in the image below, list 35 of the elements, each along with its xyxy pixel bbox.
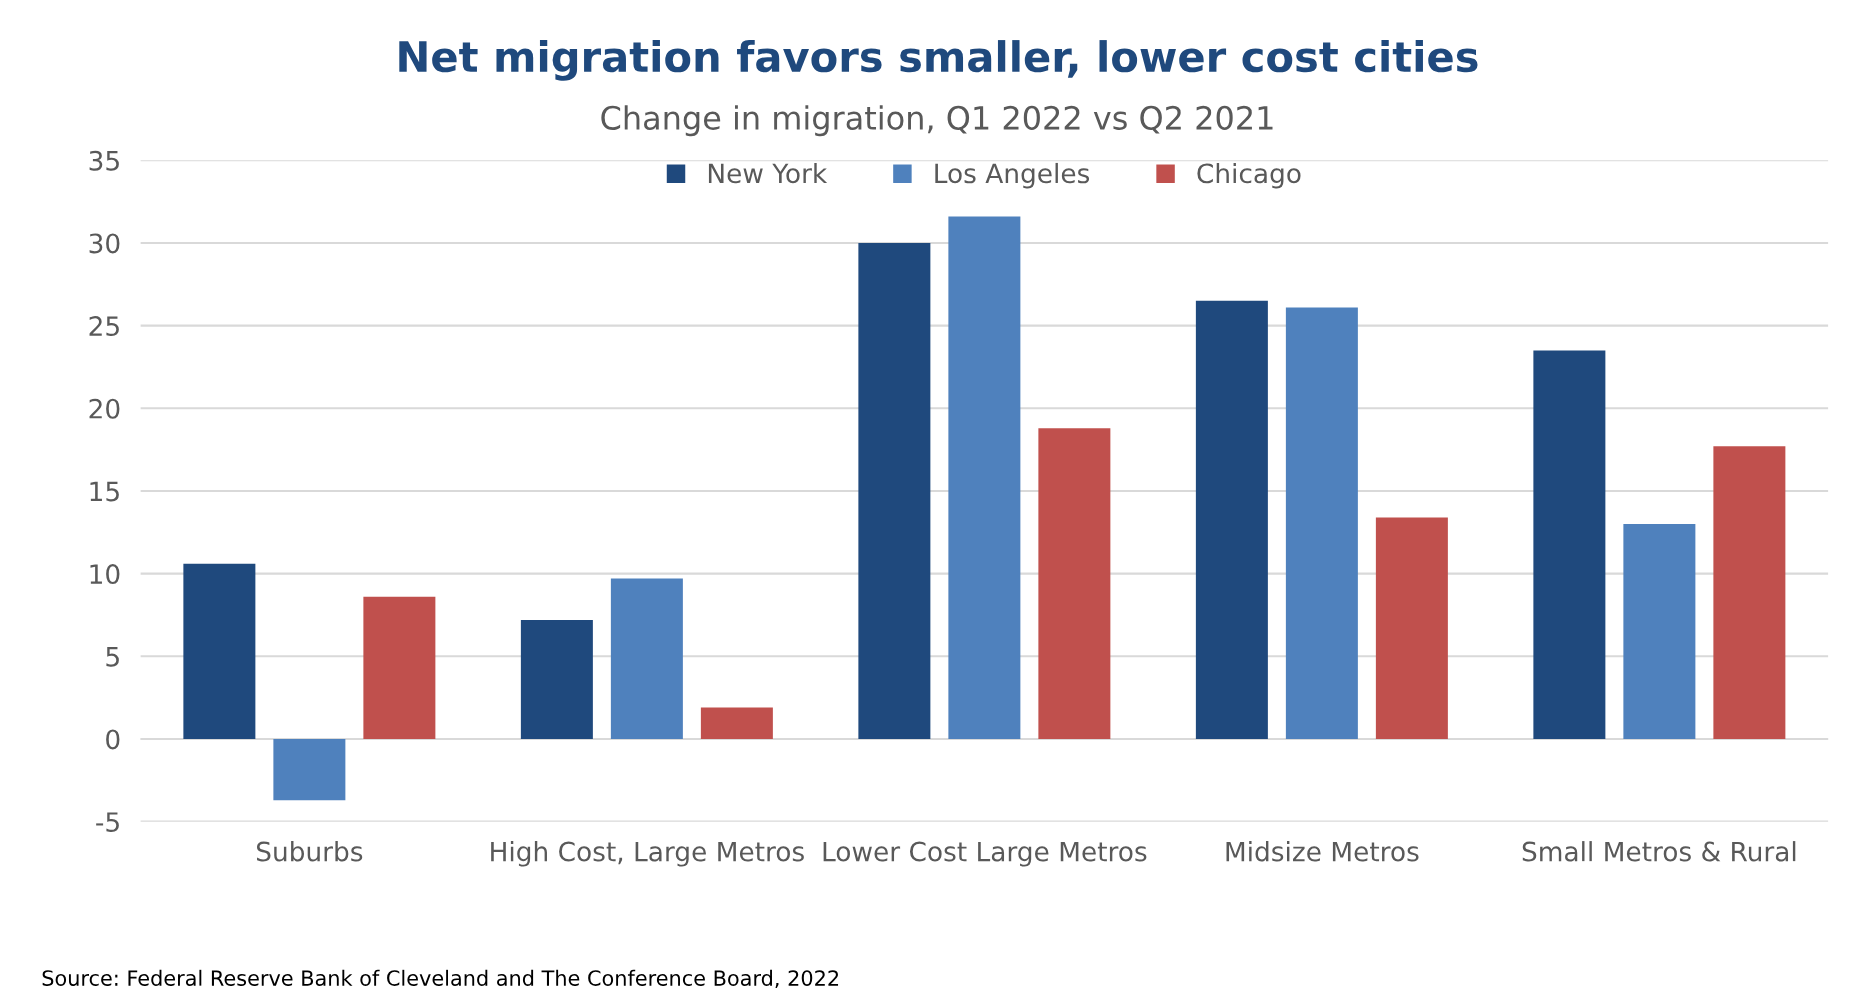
x-tick-label: Small Metros & Rural	[1522, 841, 1796, 862]
bar	[1375, 517, 1448, 739]
y-tick-label: 5	[106, 647, 119, 667]
bar	[700, 707, 773, 739]
bar	[1623, 524, 1696, 739]
legend-label: Chicago	[1197, 162, 1301, 189]
y-tick-label: 25	[89, 316, 119, 337]
y-tick-label: -5	[96, 812, 119, 833]
y-tick-label: 10	[90, 564, 120, 585]
bar	[1713, 446, 1786, 739]
bar	[273, 738, 346, 801]
chart-subtitle: Change in migration, Q1 2022 vs Q2 2021	[601, 105, 1273, 137]
bar	[520, 619, 593, 739]
y-tick-label: 0	[106, 729, 120, 750]
legend-label: Los Angeles	[935, 162, 1090, 189]
y-tick-label: 35	[89, 150, 119, 171]
bar	[1285, 307, 1358, 739]
x-tick-label: Lower Cost Large Metros	[823, 841, 1147, 867]
bar	[858, 242, 931, 739]
y-tick-label: 20	[89, 398, 120, 419]
legend-label: New York	[708, 162, 828, 184]
bar	[1195, 300, 1268, 739]
bar	[1038, 428, 1111, 739]
y-tick-label: 15	[90, 481, 119, 502]
chart-title: Net migration favors smaller, lower cost cities	[399, 40, 1478, 81]
x-tick-label: Midsize Metros	[1226, 841, 1419, 862]
bar	[183, 563, 256, 739]
bar	[1533, 350, 1606, 739]
bar	[363, 596, 436, 739]
bar	[610, 578, 683, 739]
y-tick-label: 30	[89, 233, 120, 254]
source-note: Source: Federal Reserve Bank of Cleveland and The Conference Board, 2022	[42, 969, 839, 989]
bar	[948, 216, 1021, 739]
x-tick-label: High Cost, Large Metros	[491, 841, 804, 867]
x-tick-label: Suburbs	[256, 841, 363, 862]
